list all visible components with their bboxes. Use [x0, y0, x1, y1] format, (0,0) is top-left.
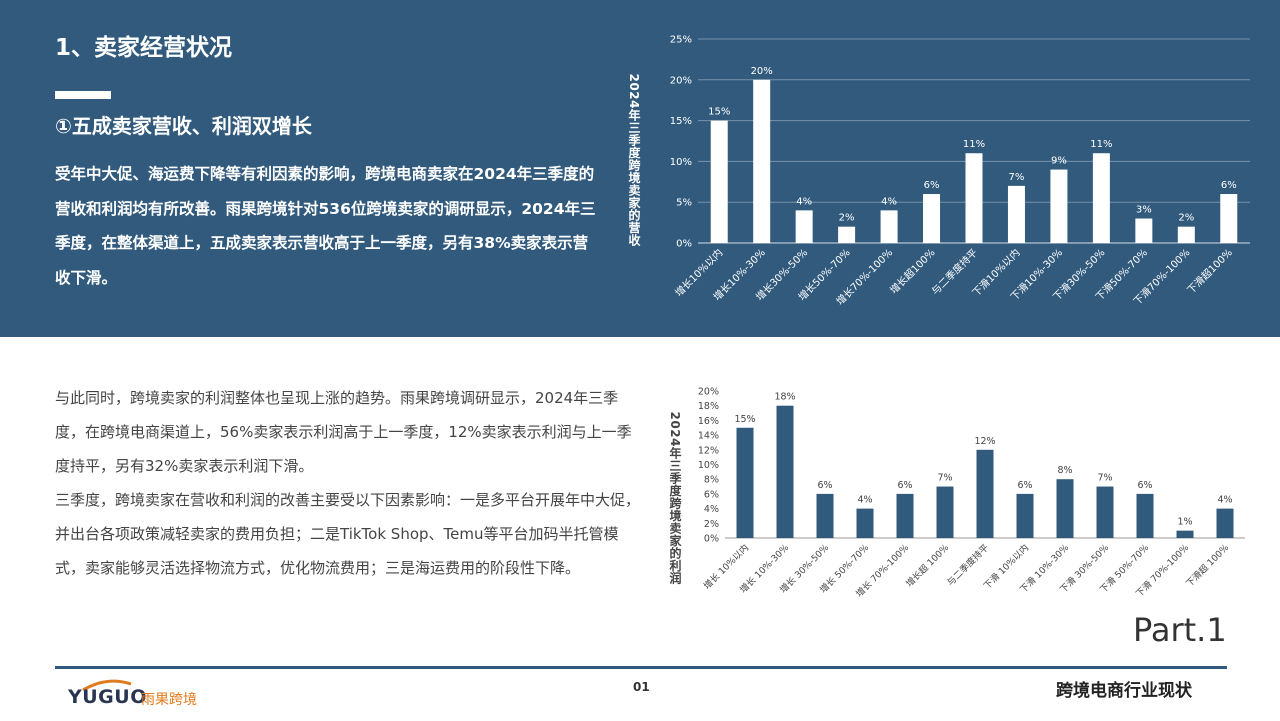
bar — [1176, 530, 1194, 538]
bar — [1177, 226, 1195, 243]
y-tick-label: 6% — [704, 489, 719, 500]
y-tick-label: 0% — [676, 239, 692, 250]
category-label: 与二季度持平 — [944, 542, 991, 589]
bar — [1135, 218, 1153, 243]
y-axis-title: 2024年三季度跨境卖家的营收 — [627, 74, 641, 247]
data-label: 3% — [1136, 205, 1152, 216]
bar — [1220, 194, 1238, 243]
y-tick-label: 2% — [704, 519, 719, 530]
y-tick-label: 10% — [670, 157, 692, 168]
data-label: 6% — [897, 480, 912, 491]
data-label: 20% — [751, 66, 773, 77]
profit-bar-chart: 0%2%4%6%8%10%12%14%16%18%20%15%增长 10%以内1… — [668, 387, 1245, 600]
bar — [1096, 486, 1114, 538]
revenue-bar-chart: 0%5%10%15%20%25%15%增长10%以内20%增长10%-30%4%… — [627, 35, 1250, 308]
bar — [710, 120, 728, 243]
bar — [856, 508, 874, 538]
category-label: 增长超 100% — [903, 541, 951, 589]
data-label: 11% — [963, 139, 985, 150]
bar — [1216, 508, 1234, 538]
profit-paragraph-1: 与此同时，跨境卖家的利润整体也呈现上涨的趋势。雨果跨境调研显示，2024年三季度… — [55, 389, 632, 475]
y-tick-label: 14% — [698, 431, 719, 442]
y-tick-label: 25% — [670, 35, 692, 46]
category-label: 下滑超100% — [1184, 246, 1235, 297]
data-label: 4% — [796, 196, 812, 207]
bar — [880, 210, 898, 243]
y-tick-label: 12% — [698, 445, 719, 456]
y-tick-label: 0% — [704, 534, 719, 545]
y-tick-label: 15% — [670, 116, 692, 127]
data-label: 15% — [734, 414, 755, 425]
bar — [1016, 493, 1034, 538]
bar — [753, 79, 771, 243]
footer-divider — [55, 666, 1227, 669]
data-label: 7% — [1097, 473, 1112, 484]
profit-paragraph: 与此同时，跨境卖家的利润整体也呈现上涨的趋势。雨果跨境调研显示，2024年三季度… — [55, 381, 645, 585]
data-label: 4% — [1217, 495, 1232, 506]
data-label: 7% — [937, 473, 952, 484]
data-label: 4% — [857, 495, 872, 506]
data-label: 9% — [1051, 156, 1067, 167]
bar — [965, 153, 983, 243]
bar — [936, 486, 954, 538]
bar — [1136, 493, 1154, 538]
bar — [838, 226, 856, 243]
bar — [795, 210, 813, 243]
y-tick-label: 16% — [698, 416, 719, 427]
data-label: 6% — [1221, 180, 1237, 191]
title-accent-bar — [55, 91, 111, 99]
data-label: 18% — [774, 392, 795, 403]
category-label: 下滑超 100% — [1183, 541, 1231, 589]
y-tick-label: 4% — [704, 504, 719, 515]
y-tick-label: 20% — [670, 75, 692, 86]
data-label: 2% — [839, 213, 855, 224]
bar — [1092, 153, 1110, 243]
section-title: 1、卖家经营状况 — [55, 35, 233, 61]
bar — [923, 194, 941, 243]
data-label: 6% — [1137, 480, 1152, 491]
section-subtitle: ①五成卖家营收、利润双增长 — [55, 114, 312, 138]
y-tick-label: 20% — [698, 387, 719, 398]
bar — [816, 493, 834, 538]
bar — [1056, 479, 1074, 538]
y-tick-label: 5% — [676, 198, 692, 209]
bar — [736, 427, 754, 538]
y-tick-label: 18% — [698, 401, 719, 412]
data-label: 4% — [881, 196, 897, 207]
yuguo-logo: YUGUO 雨果跨境 — [63, 676, 223, 716]
y-tick-label: 10% — [698, 460, 719, 471]
y-axis-title: 2024年三季度跨境卖家的利润 — [668, 412, 682, 585]
data-label: 1% — [1177, 517, 1192, 528]
data-label: 8% — [1057, 465, 1072, 476]
data-label: 11% — [1090, 139, 1112, 150]
data-label: 6% — [817, 480, 832, 491]
profit-paragraph-2: 三季度，跨境卖家在营收和利润的改善主要受以下因素影响：一是多平台开展年中大促，并… — [55, 491, 641, 577]
bar — [896, 493, 914, 538]
data-label: 6% — [1017, 480, 1032, 491]
page-number: 01 — [633, 680, 650, 694]
data-label: 12% — [974, 436, 995, 447]
footer-title: 跨境电商行业现状 — [1056, 681, 1192, 701]
revenue-paragraph: 受年中大促、海运费下降等有利因素的影响，跨境电商卖家在2024年三季度的营收和利… — [55, 165, 596, 287]
part-label: Part.1 — [1133, 611, 1227, 649]
bar — [1050, 169, 1068, 243]
bar — [776, 405, 794, 538]
bar — [1007, 185, 1025, 243]
data-label: 6% — [924, 180, 940, 191]
bar — [976, 449, 994, 538]
logo-text-en: YUGUO — [68, 686, 147, 708]
header-panel — [0, 0, 1280, 337]
logo-swoosh-icon — [82, 679, 132, 692]
logo-text-cn: 雨果跨境 — [141, 692, 197, 708]
data-label: 7% — [1009, 172, 1025, 183]
y-tick-label: 8% — [704, 475, 719, 486]
data-label: 2% — [1178, 213, 1194, 224]
data-label: 15% — [708, 107, 730, 118]
